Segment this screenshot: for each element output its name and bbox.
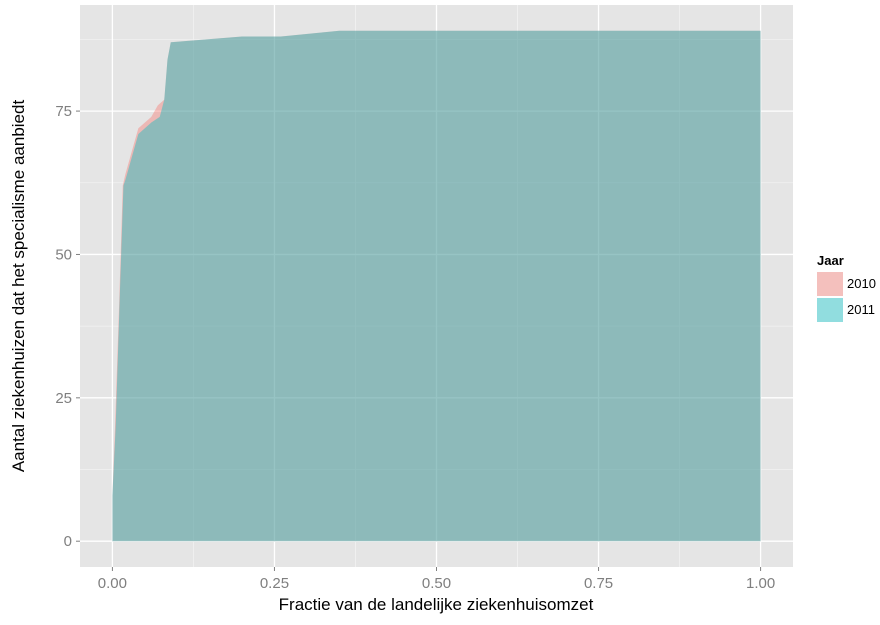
area-layer — [112, 30, 761, 542]
y-tick-label: 75 — [55, 103, 72, 120]
legend-swatch-2011 — [817, 298, 843, 322]
y-tick-label: 25 — [55, 390, 72, 407]
x-tick-label: 0.00 — [98, 575, 127, 592]
grid-major — [80, 5, 793, 567]
y-axis-title: Aantal ziekenhuizen dat het specialisme … — [9, 100, 28, 473]
x-tick-label: 0.75 — [584, 575, 613, 592]
x-axis: 0.00 0.25 0.50 0.75 1.00 — [98, 567, 775, 592]
area-series-2010 — [112, 30, 761, 542]
y-axis: 0 25 50 75 — [55, 103, 80, 550]
legend-label-2010: 2010 — [847, 276, 876, 291]
legend-key-bg — [817, 298, 843, 322]
legend-title: Jaar — [817, 253, 844, 268]
y-tick-label: 50 — [55, 246, 72, 263]
legend-swatch-2010 — [817, 272, 843, 296]
area-series-2011 — [112, 30, 761, 542]
legend-key-bg — [817, 272, 843, 296]
x-tick-label: 0.25 — [260, 575, 289, 592]
x-tick-label: 1.00 — [746, 575, 775, 592]
legend: Jaar 2010 2011 — [817, 253, 876, 322]
x-axis-title: Fractie van de landelijke ziekenhuisomze… — [279, 595, 594, 614]
y-tick-label: 0 — [64, 533, 72, 550]
legend-label-2011: 2011 — [847, 302, 875, 317]
x-tick-label: 0.50 — [422, 575, 451, 592]
